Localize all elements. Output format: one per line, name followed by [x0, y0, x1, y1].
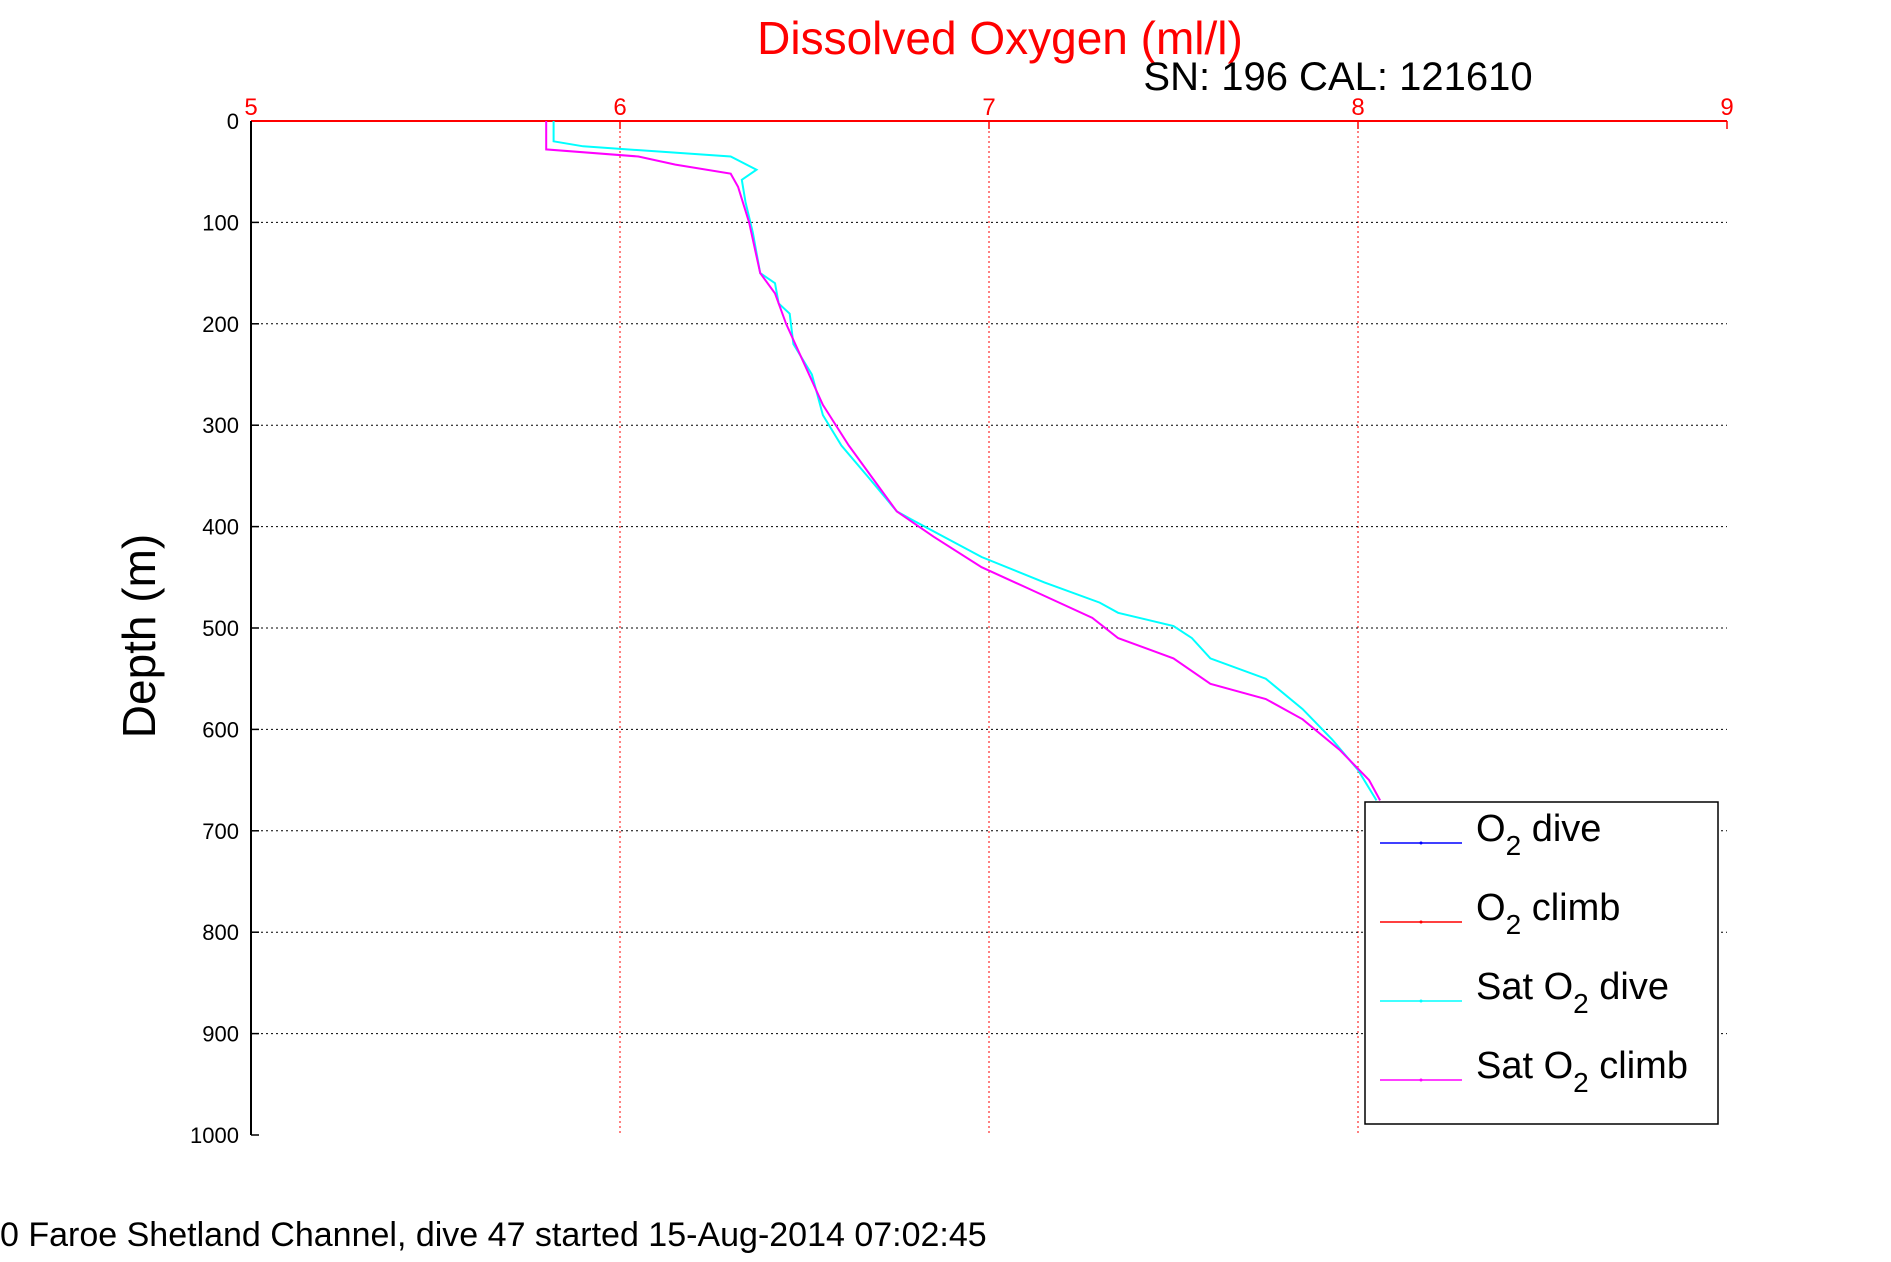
series-lines: [545, 121, 1381, 801]
legend-label-o2-climb: O2 climb: [1476, 887, 1620, 940]
y-tick-label: 1000: [190, 1123, 239, 1148]
x-tick-label: 8: [1351, 94, 1364, 121]
x-tick-label: 5: [244, 94, 257, 121]
legend-marker-o2-climb: [1419, 920, 1423, 924]
legend: O2 dive O2 climb Sat O2 dive Sat O2 climb: [1364, 801, 1719, 1125]
y-tick-label: 400: [202, 515, 239, 540]
y-tick-label: 600: [202, 717, 239, 742]
x-tick-label: 7: [982, 94, 995, 121]
series-line-sat-o2-climb: [545, 121, 1381, 801]
tick-labels: 5 6 7 8 9 0 100 200 300 400 500 600 700 800 900 1000: [190, 94, 1734, 1148]
legend-label-o2-dive: O2 dive: [1476, 808, 1601, 861]
legend-label-sat-o2-dive: Sat O2 dive: [1476, 966, 1669, 1019]
legend-marker-o2-dive: [1419, 841, 1423, 845]
legend-label-sat-o2-climb: Sat O2 climb: [1476, 1045, 1688, 1098]
y-tick-label: 700: [202, 819, 239, 844]
series-line-sat-o2-dive: [552, 121, 1378, 801]
chart-title: Dissolved Oxygen (ml/l): [757, 12, 1243, 64]
legend-box: [1364, 801, 1719, 1125]
x-tick-label: 9: [1720, 94, 1733, 121]
y-tick-label: 900: [202, 1022, 239, 1047]
y-tick-label: 800: [202, 920, 239, 945]
y-axis-label: Depth (m): [113, 534, 165, 738]
y-tick-label: 300: [202, 413, 239, 438]
legend-marker-sat-o2-dive: [1419, 999, 1423, 1003]
chart-subtitle: SN: 196 CAL: 121610: [1143, 55, 1532, 99]
y-tick-label: 500: [202, 616, 239, 641]
y-tick-label: 200: [202, 312, 239, 337]
legend-marker-sat-o2-climb: [1419, 1078, 1423, 1082]
axes: [250, 120, 1728, 1136]
x-tick-label: 6: [613, 94, 626, 121]
y-tick-label: 100: [202, 210, 239, 235]
chart-footer: 0 Faroe Shetland Channel, dive 47 starte…: [0, 1216, 987, 1254]
y-tick-label: 0: [227, 109, 239, 134]
